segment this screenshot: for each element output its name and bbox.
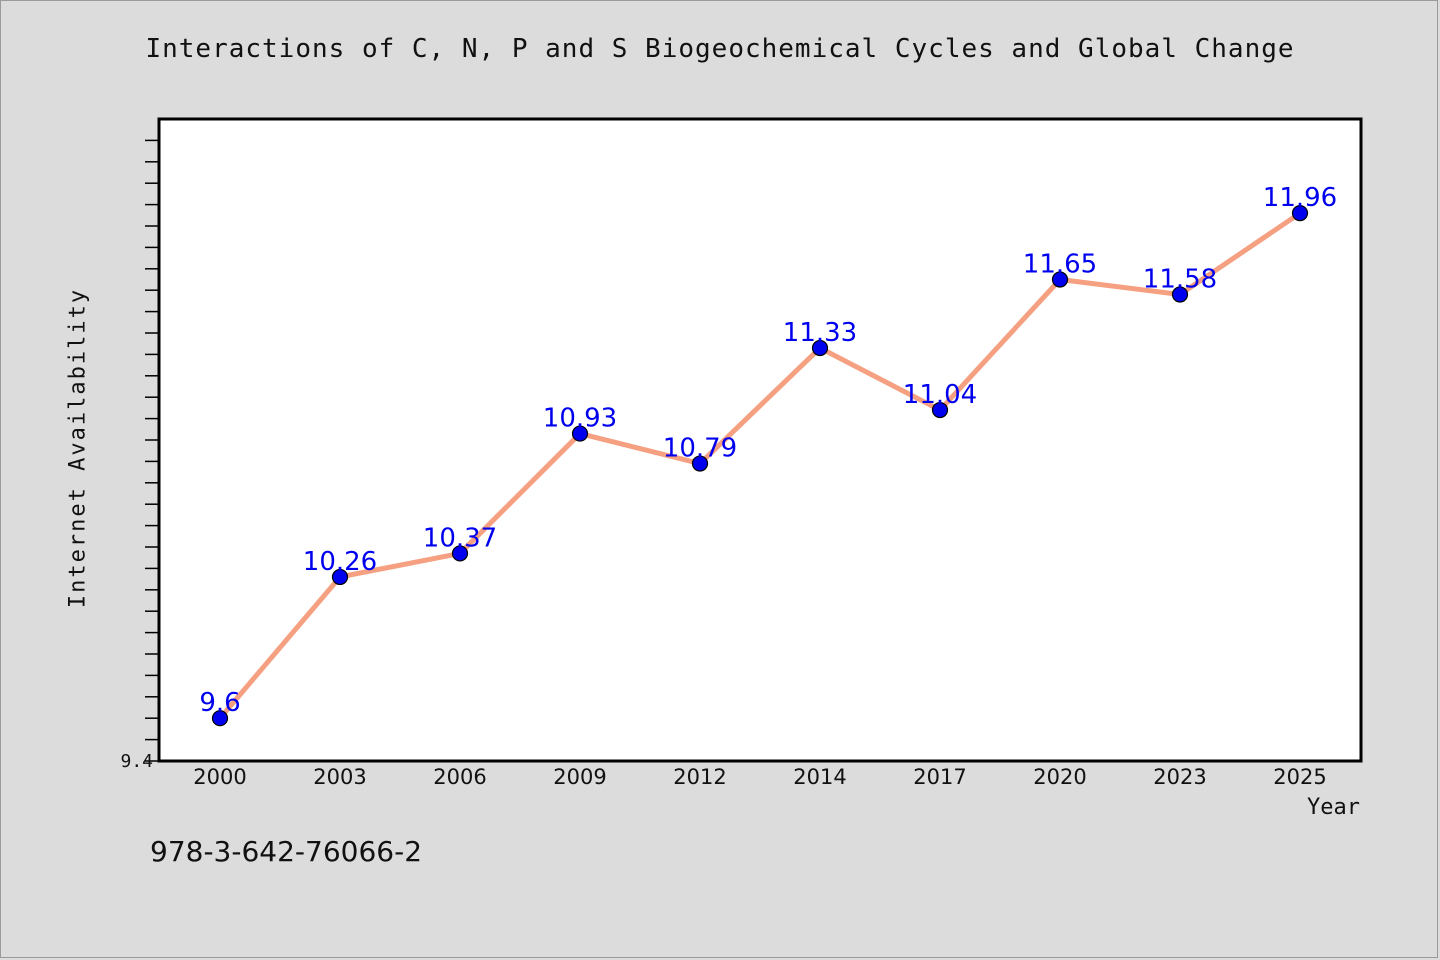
- data-label: 11.33: [783, 318, 857, 348]
- data-markers: [211, 205, 1309, 727]
- x-tick-label: 2012: [673, 765, 726, 789]
- x-tick-label: 2017: [913, 765, 966, 789]
- data-label: 10.93: [543, 404, 617, 434]
- data-point: [1051, 271, 1069, 288]
- x-tick-label: 2025: [1273, 765, 1326, 789]
- x-axis-tick-labels: 2000 2003 2006 2009 2012 2014 2017 2020 2023 2025: [193, 765, 1326, 789]
- data-label: 11.65: [1023, 250, 1097, 280]
- data-label: 11.58: [1143, 264, 1217, 294]
- data-point: [691, 455, 709, 472]
- data-point: [811, 339, 829, 357]
- data-point: [451, 545, 469, 562]
- x-tick-label: 2006: [433, 765, 486, 789]
- data-point: [331, 568, 349, 586]
- data-labels: 9.6 10.26 10.37 10.93 10.79 11.33 11.04 11.65 11…: [199, 183, 1337, 718]
- series-line: [217, 210, 1303, 721]
- chart-title: Interactions of C, N, P and S Biogeochem…: [145, 34, 1295, 64]
- x-tick-label: 2003: [313, 765, 366, 789]
- y-tick-label: 9.4: [120, 751, 153, 772]
- plot-area: [157, 117, 1363, 763]
- data-label: 11.96: [1263, 183, 1337, 213]
- x-axis-label: Year: [1307, 795, 1360, 820]
- data-point: [211, 710, 229, 727]
- data-point: [1171, 286, 1189, 303]
- y-axis-tick-labels: 9.4: [120, 751, 153, 772]
- data-point: [931, 401, 949, 419]
- footer-isbn: 978-3-642-76066-2: [150, 835, 423, 868]
- data-label: 10.79: [663, 434, 737, 464]
- data-label: 11.04: [903, 380, 977, 410]
- x-tick-label: 2014: [793, 765, 846, 789]
- data-label: 10.37: [423, 523, 497, 553]
- data-label: 10.26: [303, 547, 377, 577]
- y-axis-label: Internet Availability: [65, 287, 91, 609]
- data-label: 9.6: [199, 688, 240, 718]
- x-tick-label: 2009: [553, 765, 606, 789]
- x-tick-label: 2020: [1033, 765, 1086, 789]
- y-axis-ticks: [145, 139, 159, 762]
- x-tick-label: 2000: [193, 765, 246, 789]
- data-point: [1291, 205, 1309, 222]
- data-point: [571, 425, 589, 442]
- x-tick-label: 2023: [1153, 765, 1206, 789]
